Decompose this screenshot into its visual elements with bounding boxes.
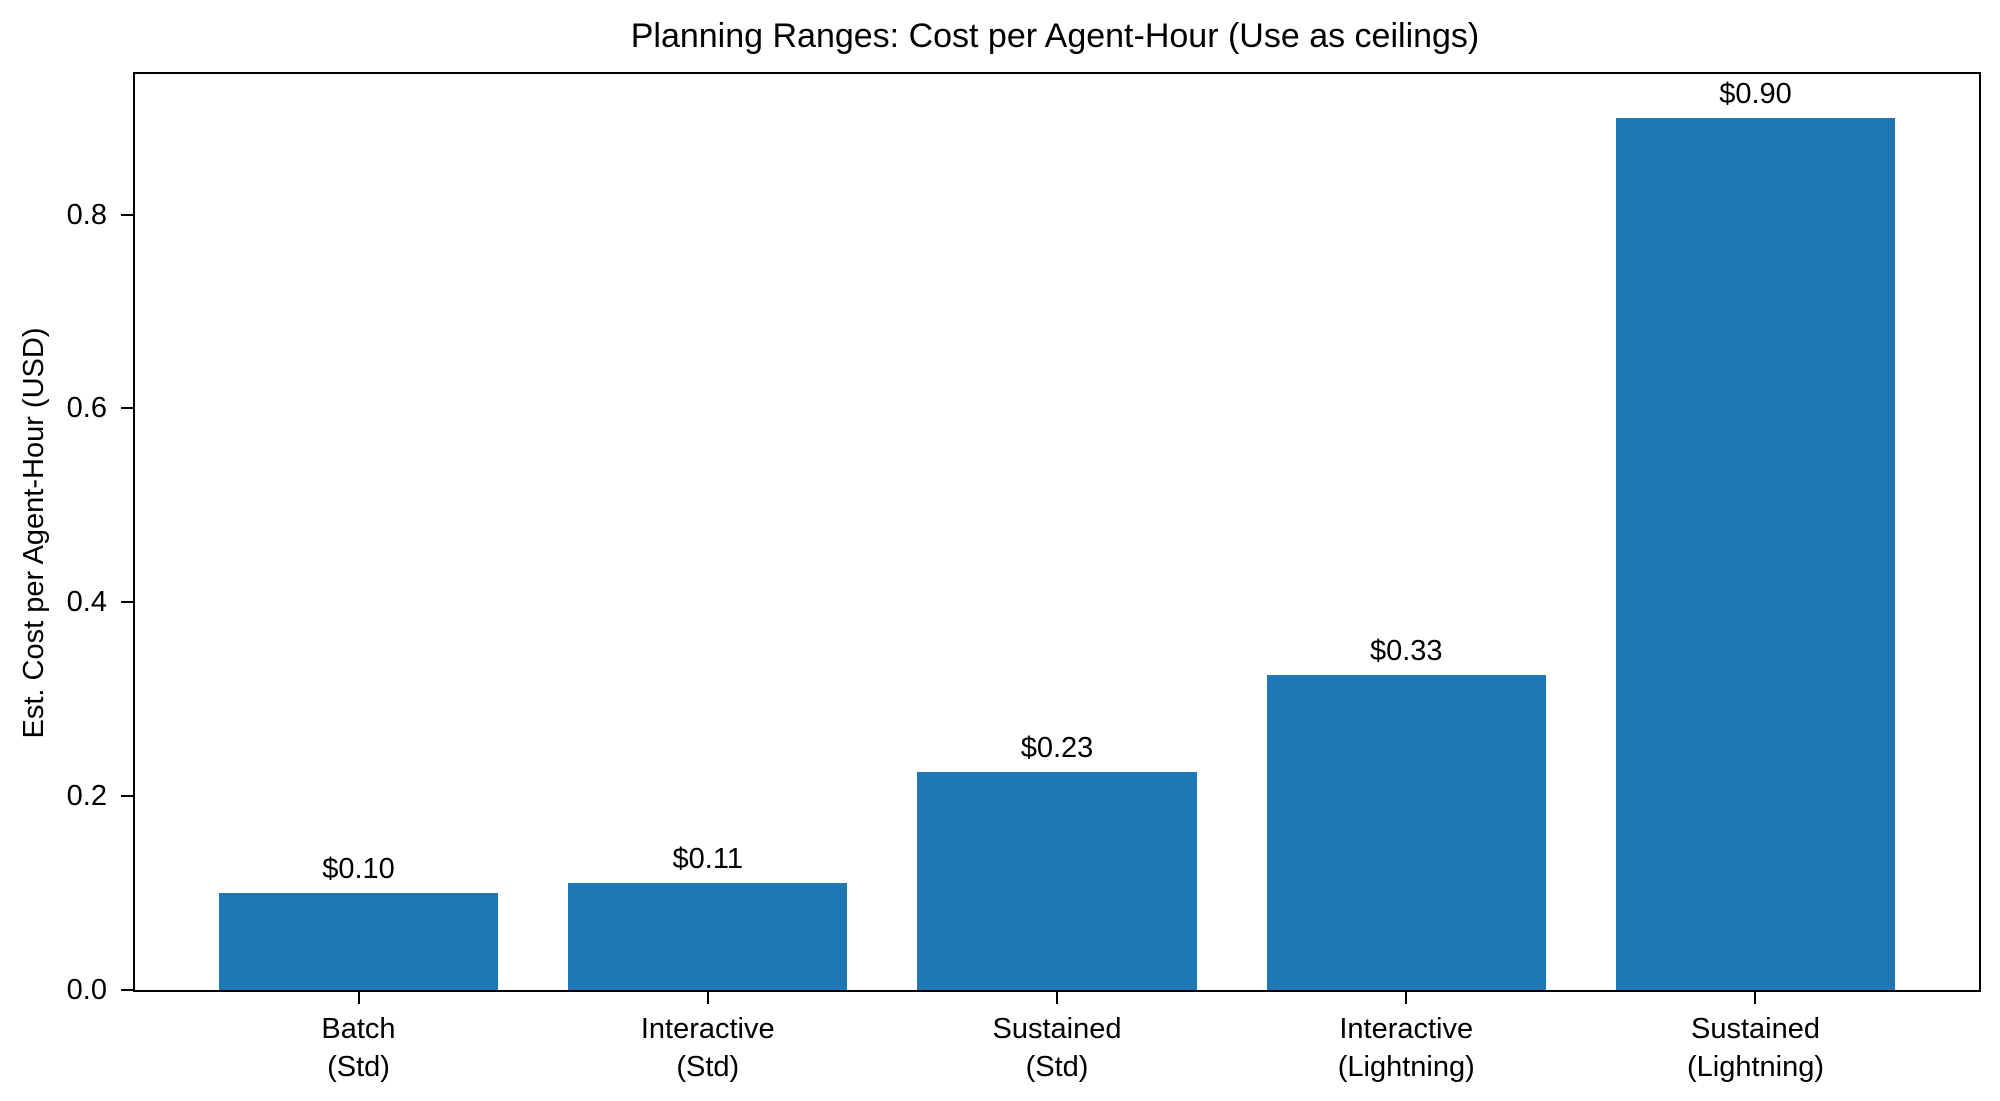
y-tick-label: 0.0 [66,974,107,1006]
plot-area: 0.0 0.2 0.4 0.6 0.8 $0.10 Batch (Std) $0.11 Inte… [67,72,1981,1083]
bar [218,893,499,990]
bar [1266,674,1546,990]
y-tick-label: 0.2 [66,780,107,813]
y-tick-label: 0.6 [66,392,107,425]
chart-title: Planning Ranges: Cost per Agent-Hour (Us… [630,17,1480,55]
bar [1615,117,1896,990]
x-tick-label: Interactive (Std) [640,1013,775,1083]
y-tick-mark [121,795,135,798]
y-tick-mark [121,213,135,216]
x-tick-mark [357,990,360,1004]
x-tick-label: Batch (Std) [321,1013,396,1083]
bar [917,771,1197,990]
bar-value-label: $0.10 [322,853,395,886]
x-tick-label: Sustained (Std) [992,1013,1122,1083]
x-tick-mark [1056,990,1058,1004]
bar-value-label: $0.23 [1020,731,1094,764]
bar-value-label: $0.11 [672,843,743,876]
bar-value-label: $0.33 [1369,634,1443,667]
x-tick-mark [1754,990,1757,1004]
y-tick-mark [121,989,135,991]
y-axis-label: Est. Cost per Agent-Hour (USD) [18,327,50,739]
y-tick-mark [121,407,135,410]
bar [568,883,848,990]
x-tick-label: Sustained (Lightning) [1686,1013,1824,1083]
bar-value-label: $0.90 [1719,77,1792,110]
y-tick-label: 0.4 [66,586,107,619]
x-tick-mark [706,990,709,1004]
x-tick-mark [1405,990,1408,1004]
y-tick-label: 0.8 [66,198,107,231]
x-tick-label: Interactive (Lightning) [1337,1013,1475,1083]
y-tick-mark [121,601,135,604]
